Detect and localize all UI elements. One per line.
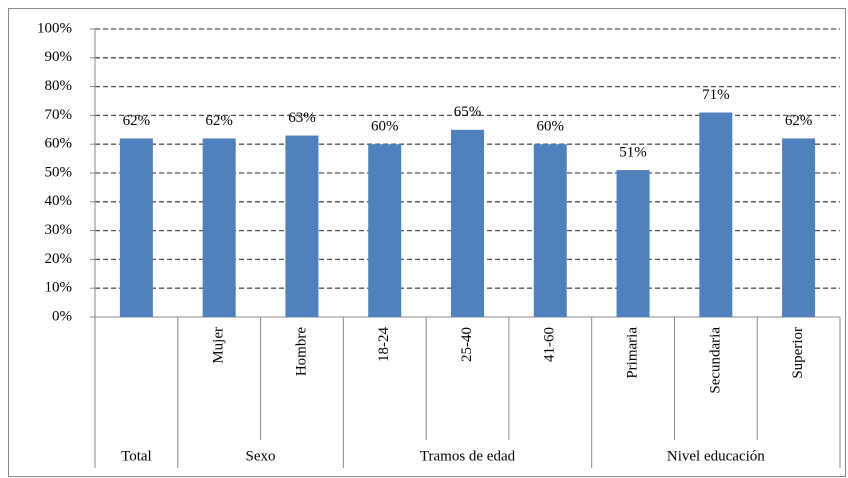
x-tick-label: Hombre [293, 327, 309, 376]
value-label: 65% [454, 104, 482, 120]
x-tick-label: Primaria [624, 327, 640, 379]
x-tick-label: 18-24 [376, 327, 392, 362]
x-tick-label: Superior [790, 327, 806, 379]
bar [616, 170, 650, 317]
value-label: 62% [123, 113, 151, 129]
x-tick-label: Secundaria [707, 327, 723, 394]
y-tick-label: 10% [45, 280, 73, 296]
bar [119, 138, 153, 317]
bar [699, 112, 733, 318]
y-tick-label: 100% [37, 20, 72, 36]
bar [451, 129, 484, 317]
group-label: Total [121, 448, 152, 464]
x-tick-label: Mujer [211, 327, 227, 364]
y-tick-label: 30% [45, 222, 73, 238]
x-tick-label: 25-40 [459, 327, 475, 362]
y-tick-label: 50% [45, 164, 73, 180]
y-tick-label: 20% [45, 251, 73, 267]
x-tick-label: 41-60 [542, 327, 558, 362]
y-tick-label: 40% [45, 193, 73, 209]
value-label: 62% [205, 113, 233, 129]
y-tick-label: 90% [45, 49, 73, 65]
value-label: 51% [619, 145, 647, 161]
group-label: Nivel educación [667, 448, 765, 464]
bar [782, 138, 816, 317]
group-label: Sexo [246, 448, 276, 464]
y-tick-label: 80% [45, 78, 73, 94]
y-tick-label: 60% [45, 136, 73, 152]
value-label: 62% [785, 113, 813, 129]
value-label: 63% [288, 110, 316, 126]
bar [285, 135, 319, 317]
group-label: Tramos de edad [420, 448, 516, 464]
bar [202, 138, 236, 317]
y-tick-label: 70% [45, 107, 73, 123]
bar [533, 144, 567, 317]
value-label: 71% [702, 87, 730, 103]
y-tick-label: 0% [52, 308, 72, 324]
value-label: 60% [371, 119, 399, 135]
bar [368, 144, 402, 317]
value-label: 60% [537, 119, 565, 135]
